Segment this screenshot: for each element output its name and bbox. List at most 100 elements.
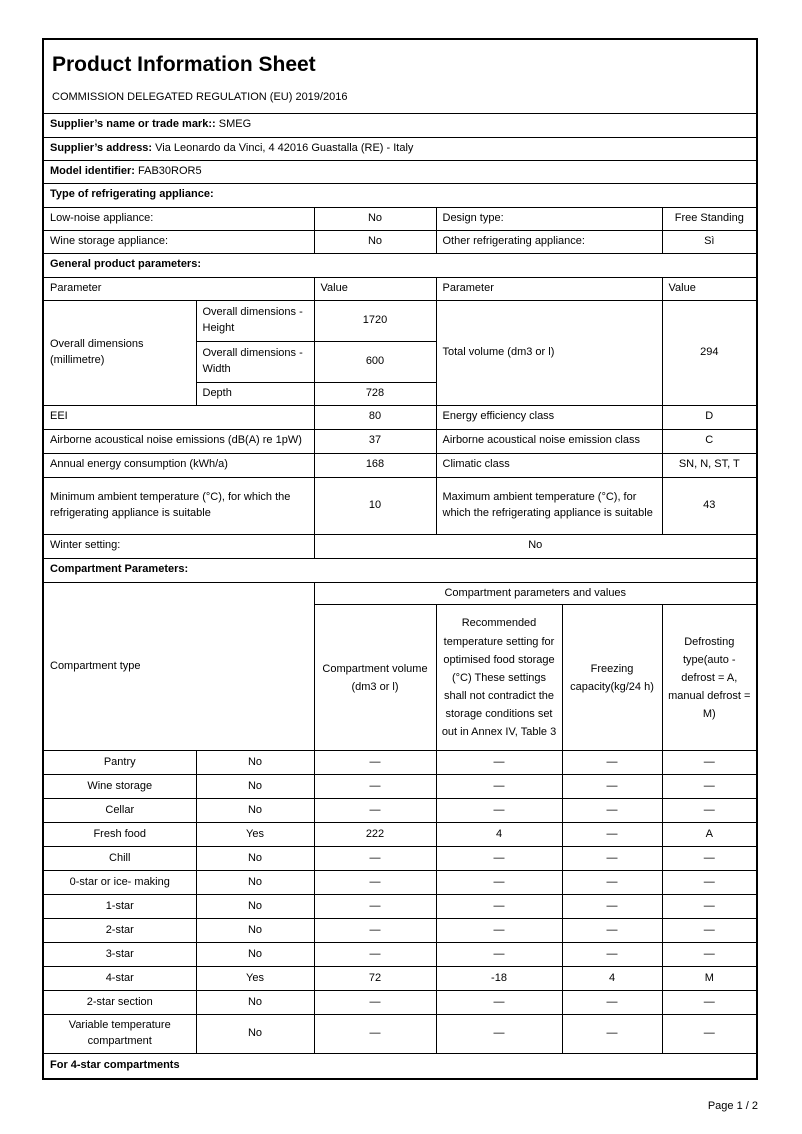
- compartment-defrost-cell: —: [661, 846, 757, 872]
- overall-dimensions-label: Overall dimensions (millimetre): [43, 299, 197, 406]
- compartment-type-header: Compartment type: [43, 581, 315, 752]
- param-value-cell: D: [661, 404, 757, 430]
- dimension-width-value: 600: [313, 340, 437, 383]
- dimension-height-label: Overall dimensions - Height: [195, 299, 315, 342]
- compartment-name-cell: Cellar: [43, 798, 197, 824]
- param-value-cell: 37: [313, 428, 437, 454]
- column-header-parameter: Parameter: [43, 276, 315, 301]
- supplier-info-section: Supplier’s name or trade mark:: SMEG Sup…: [43, 113, 757, 184]
- table-row: Annual energy consumption (kWh/a) 168 Cl…: [43, 452, 757, 478]
- compartment-name-cell: 1-star: [43, 894, 197, 920]
- compartment-temperature-cell: —: [435, 798, 563, 824]
- column-header-value: Value: [661, 276, 757, 301]
- table-row: 3-star No — — — —: [43, 942, 757, 968]
- compartment-temperature-cell: —: [435, 774, 563, 800]
- compartment-name-cell: Chill: [43, 846, 197, 872]
- compartment-volume-cell: —: [313, 894, 437, 920]
- product-information-sheet: Product Information Sheet COMMISSION DEL…: [42, 38, 758, 1080]
- compartment-present-cell: No: [195, 942, 315, 968]
- appliance-type-section: Type of refrigerating appliance: Low-noi…: [43, 182, 757, 254]
- param-label-cell: Energy efficiency class: [435, 404, 663, 430]
- compartment-volume-cell: —: [313, 870, 437, 896]
- table-row: 1-star No — — — —: [43, 894, 757, 920]
- winter-setting-value: No: [313, 533, 757, 559]
- compartment-present-cell: No: [195, 774, 315, 800]
- param-value-cell: Free Standing: [661, 206, 757, 231]
- compartment-temperature-cell: —: [435, 942, 563, 968]
- compartment-volume-cell: —: [313, 798, 437, 824]
- compartment-present-cell: No: [195, 918, 315, 944]
- compartment-temperature-cell: —: [435, 894, 563, 920]
- section-header-row: For 4-star compartments: [43, 1053, 757, 1079]
- compartment-temperature-cell: —: [435, 990, 563, 1016]
- compartment-defrost-cell: —: [661, 918, 757, 944]
- compartment-freezing-cell: —: [561, 918, 663, 944]
- general-parameters-header: General product parameters:: [43, 252, 757, 278]
- param-label-cell: Low-noise appliance:: [43, 206, 315, 231]
- compartment-volume-cell: —: [313, 918, 437, 944]
- compartment-freezing-cell: —: [561, 846, 663, 872]
- general-parameters-section: General product parameters: Parameter Va…: [43, 252, 757, 559]
- compartment-defrost-cell: —: [661, 990, 757, 1016]
- table-row: Cellar No — — — —: [43, 798, 757, 824]
- regulation-subtitle: COMMISSION DELEGATED REGULATION (EU) 201…: [52, 91, 348, 103]
- compartment-volume-cell: —: [313, 1014, 437, 1055]
- page-number: Page 1 / 2: [707, 1100, 758, 1112]
- compartment-defrost-cell: M: [661, 966, 757, 992]
- column-header-defrosting-type: Defrosting type(auto - defrost = A, manu…: [661, 604, 757, 752]
- param-value-cell: 43: [661, 476, 757, 535]
- compartment-group-header-row: Compartment type Compartment parameters …: [43, 581, 757, 752]
- compartment-volume-cell: —: [313, 750, 437, 776]
- table-row: Overall dimensions (millimetre) Overall …: [43, 299, 757, 406]
- table-row: 2-star No — — — —: [43, 918, 757, 944]
- compartment-freezing-cell: —: [561, 990, 663, 1016]
- title-block: Product Information Sheet COMMISSION DEL…: [44, 40, 756, 114]
- param-label-cell: Airborne acoustical noise emissions (dB(…: [43, 428, 315, 454]
- param-value-cell: SN, N, ST, T: [661, 452, 757, 478]
- compartment-parameters-section: Compartment Parameters: Compartment type…: [43, 557, 757, 752]
- compartment-freezing-cell: —: [561, 894, 663, 920]
- compartment-name-cell: Fresh food: [43, 822, 197, 848]
- winter-setting-label: Winter setting:: [43, 533, 315, 559]
- compartment-name-cell: 0-star or ice- making: [43, 870, 197, 896]
- column-header-parameter: Parameter: [435, 276, 663, 301]
- supplier-address-value: Via Leonardo da Vinci, 4 42016 Guastalla…: [155, 141, 414, 154]
- param-label-cell: Design type:: [435, 206, 663, 231]
- compartment-freezing-cell: —: [561, 822, 663, 848]
- compartment-temperature-cell: —: [435, 750, 563, 776]
- compartment-defrost-cell: —: [661, 774, 757, 800]
- table-row: Model identifier: FAB30ROR5: [43, 159, 757, 184]
- param-value-cell: 168: [313, 452, 437, 478]
- compartment-volume-cell: 222: [313, 822, 437, 848]
- compartment-parameters-header: Compartment Parameters:: [43, 557, 757, 583]
- compartment-freezing-cell: —: [561, 870, 663, 896]
- param-label-cell: Climatic class: [435, 452, 663, 478]
- compartment-name-cell: 2-star: [43, 918, 197, 944]
- model-identifier-label: Model identifier:: [50, 164, 135, 177]
- compartment-volume-cell: —: [313, 942, 437, 968]
- column-header-row: Parameter Value Parameter Value: [43, 276, 757, 301]
- compartment-freezing-cell: —: [561, 750, 663, 776]
- param-value-cell: 10: [313, 476, 437, 535]
- compartment-temperature-cell: —: [435, 846, 563, 872]
- product-info-table: Supplier’s name or trade mark:: SMEG Sup…: [43, 113, 757, 1079]
- compartment-volume-cell: —: [313, 846, 437, 872]
- supplier-name-value: SMEG: [218, 118, 252, 131]
- table-row: Overall dimensions - Width 600: [44, 340, 756, 383]
- compartment-temperature-cell: —: [435, 870, 563, 896]
- compartment-volume-cell: —: [313, 990, 437, 1016]
- table-row: Chill No — — — —: [43, 846, 757, 872]
- compartment-temperature-cell: -18: [435, 966, 563, 992]
- four-star-compartments-header: For 4-star compartments: [43, 1053, 757, 1079]
- param-value-cell: Sì: [661, 229, 757, 254]
- param-label-cell: EEI: [43, 404, 315, 430]
- supplier-address-cell: Supplier’s address: Via Leonardo da Vinc…: [43, 136, 757, 161]
- compartment-defrost-cell: —: [661, 942, 757, 968]
- compartment-name-cell: Wine storage: [43, 774, 197, 800]
- compartment-freezing-cell: —: [561, 774, 663, 800]
- dimension-depth-value: 728: [313, 381, 437, 406]
- table-row: Fresh food Yes 222 4 — A: [43, 822, 757, 848]
- model-identifier-value: FAB30ROR5: [138, 164, 202, 177]
- compartment-present-cell: No: [195, 894, 315, 920]
- compartment-present-cell: Yes: [195, 822, 315, 848]
